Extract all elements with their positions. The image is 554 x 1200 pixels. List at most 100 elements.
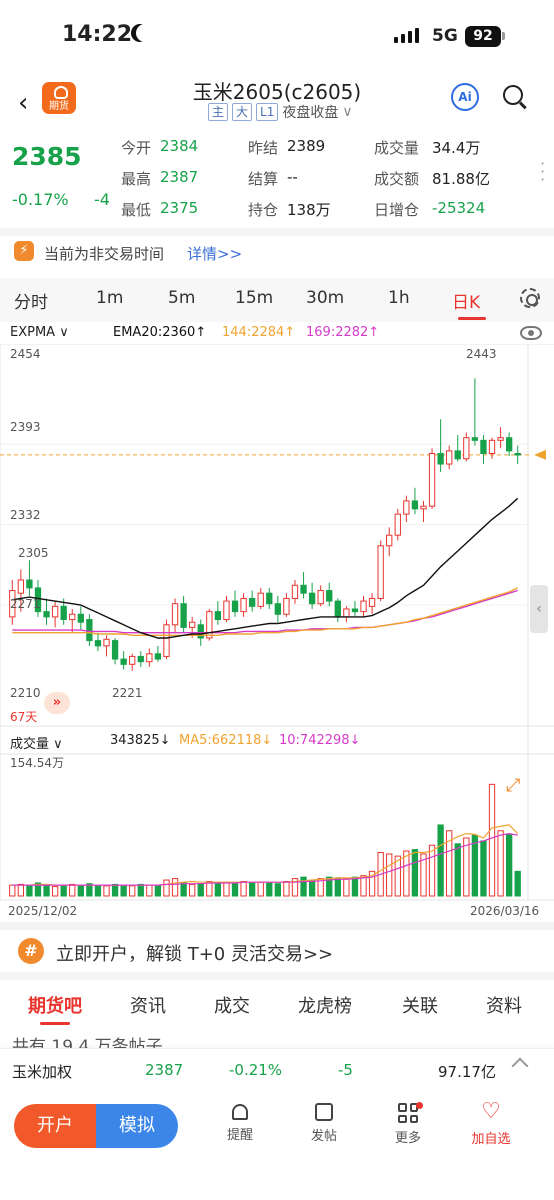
ticker-pct: -0.21% xyxy=(229,1061,283,1079)
candle-body xyxy=(214,611,222,621)
open-account-button[interactable]: 开户 xyxy=(14,1104,96,1148)
alert-button[interactable]: 提醒 xyxy=(210,1100,270,1143)
notice-details-link[interactable]: 详情>> xyxy=(187,245,243,263)
candle-body xyxy=(180,603,187,628)
gear-icon[interactable] xyxy=(520,288,540,308)
tab-news[interactable]: 资讯 xyxy=(130,996,166,1017)
price-axis-label: 2271 xyxy=(10,597,41,611)
candle-body xyxy=(137,655,144,663)
candle-body xyxy=(266,592,273,605)
volume-indicator-selector[interactable]: 成交量 ∨ xyxy=(10,737,63,752)
tab-15m[interactable]: 15m xyxy=(235,288,274,308)
oi-label: 持仓 xyxy=(248,201,279,219)
volume-bar xyxy=(51,886,59,897)
candle-body xyxy=(51,605,59,618)
volume-bar xyxy=(463,837,470,897)
active-tab-underline xyxy=(40,1022,70,1025)
tab-daily-k[interactable]: 日K xyxy=(452,293,481,313)
chevron-down-icon: ∨ xyxy=(342,104,353,120)
candle-body xyxy=(34,587,42,613)
volume-bar xyxy=(111,883,119,897)
page-title: 玉米2605(c2605) xyxy=(192,80,362,104)
volume-bar xyxy=(26,885,33,897)
volume-bar xyxy=(497,830,504,897)
volume-bar xyxy=(240,881,247,897)
candle-body xyxy=(497,437,504,441)
tab-5m[interactable]: 5m xyxy=(168,288,196,308)
simulate-button[interactable]: 模拟 xyxy=(96,1104,178,1148)
candle-body xyxy=(514,453,521,456)
prev-close-label: 昨结 xyxy=(248,139,279,157)
prev-close-value: 2389 xyxy=(287,137,326,155)
tab-profile[interactable]: 资料 xyxy=(486,996,522,1017)
volume-bar xyxy=(206,881,213,897)
kline-chart[interactable] xyxy=(0,344,554,924)
candle-body xyxy=(111,640,119,660)
tab-trades[interactable]: 成交 xyxy=(214,996,250,1017)
tab-related[interactable]: 关联 xyxy=(402,996,438,1017)
candle-body xyxy=(505,437,513,452)
tab-1h[interactable]: 1h xyxy=(388,288,410,308)
candle-body xyxy=(69,613,76,621)
candle-body xyxy=(454,450,461,460)
tab-dragon-tiger[interactable]: 龙虎榜 xyxy=(298,996,352,1017)
more-button[interactable]: 更多 xyxy=(378,1100,438,1146)
tab-1m[interactable]: 1m xyxy=(96,288,124,308)
volume-bar xyxy=(420,853,427,897)
ticker-name: 玉米加权 xyxy=(12,1063,73,1081)
search-icon[interactable] xyxy=(503,85,523,105)
add-favorite-label: 加自选 xyxy=(471,1132,511,1147)
back-button[interactable]: ‹ xyxy=(18,88,29,118)
battery-tip xyxy=(502,32,505,40)
candle-body xyxy=(317,590,324,605)
post-count: 共有 19.4 万条帖子 xyxy=(12,1037,163,1050)
last-price: 2385 xyxy=(12,142,82,171)
active-tab-underline xyxy=(458,317,486,320)
candle-body xyxy=(77,613,84,623)
volume-bar xyxy=(283,881,290,897)
candle-body xyxy=(60,605,67,621)
tab-forum[interactable]: 期货吧 xyxy=(28,996,82,1017)
candle-body xyxy=(291,584,299,599)
weighted-index-bar[interactable]: 玉米加权 2387 -0.21% -5 97.17亿 xyxy=(0,1048,554,1092)
contract-tags[interactable]: 主 大 L1 夜盘收盘 ∨ xyxy=(208,102,353,122)
post-button[interactable]: 发帖 xyxy=(294,1100,354,1144)
price-axis-label: 2332 xyxy=(10,508,41,522)
candle-body xyxy=(171,603,179,626)
candle-body xyxy=(103,638,110,647)
candle-body xyxy=(231,600,239,613)
indicator-selector[interactable]: EXPMA ∨ xyxy=(10,325,69,340)
candle-body xyxy=(300,584,307,594)
volume-bar xyxy=(257,881,264,897)
volume-bar xyxy=(274,883,282,897)
volume-bar xyxy=(428,844,436,897)
volume-bar xyxy=(351,876,359,897)
volume-bar xyxy=(308,879,316,897)
add-favorite-button[interactable]: ♡ 加自选 xyxy=(461,1099,521,1148)
volume-bar xyxy=(146,884,153,897)
tab-intraday[interactable]: 分时 xyxy=(14,293,48,313)
end-date: 2026/03/16 xyxy=(470,904,540,918)
volume-bar xyxy=(69,883,76,897)
more-dots-icon[interactable]: · · · xyxy=(540,154,546,189)
candle-body xyxy=(394,513,401,536)
double-chevron-icon[interactable]: » xyxy=(44,692,70,714)
eye-icon[interactable] xyxy=(520,326,542,340)
expand-icon[interactable]: ⤢ xyxy=(506,775,521,796)
settle-label: 结算 xyxy=(248,170,279,188)
volume-bar xyxy=(317,878,324,897)
low-value: 2375 xyxy=(160,199,199,217)
oi-value: 138万 xyxy=(287,201,331,219)
ema20-value: EMA20:2360↑ xyxy=(113,325,207,340)
heart-icon: ♡ xyxy=(481,1099,501,1124)
ema144-line xyxy=(12,587,518,636)
collapse-handle[interactable]: ‹ xyxy=(530,585,548,633)
volume-bar xyxy=(163,879,170,897)
high-label: 最高 xyxy=(121,170,152,188)
open-account-banner[interactable]: 立即开户，解锁 T+0 灵活交易>> xyxy=(56,944,334,965)
tab-30m[interactable]: 30m xyxy=(306,288,345,308)
volume-bar xyxy=(514,870,521,897)
volume-bar xyxy=(505,833,513,897)
ai-button[interactable]: Ai xyxy=(451,83,479,111)
ema169-line xyxy=(12,589,518,634)
